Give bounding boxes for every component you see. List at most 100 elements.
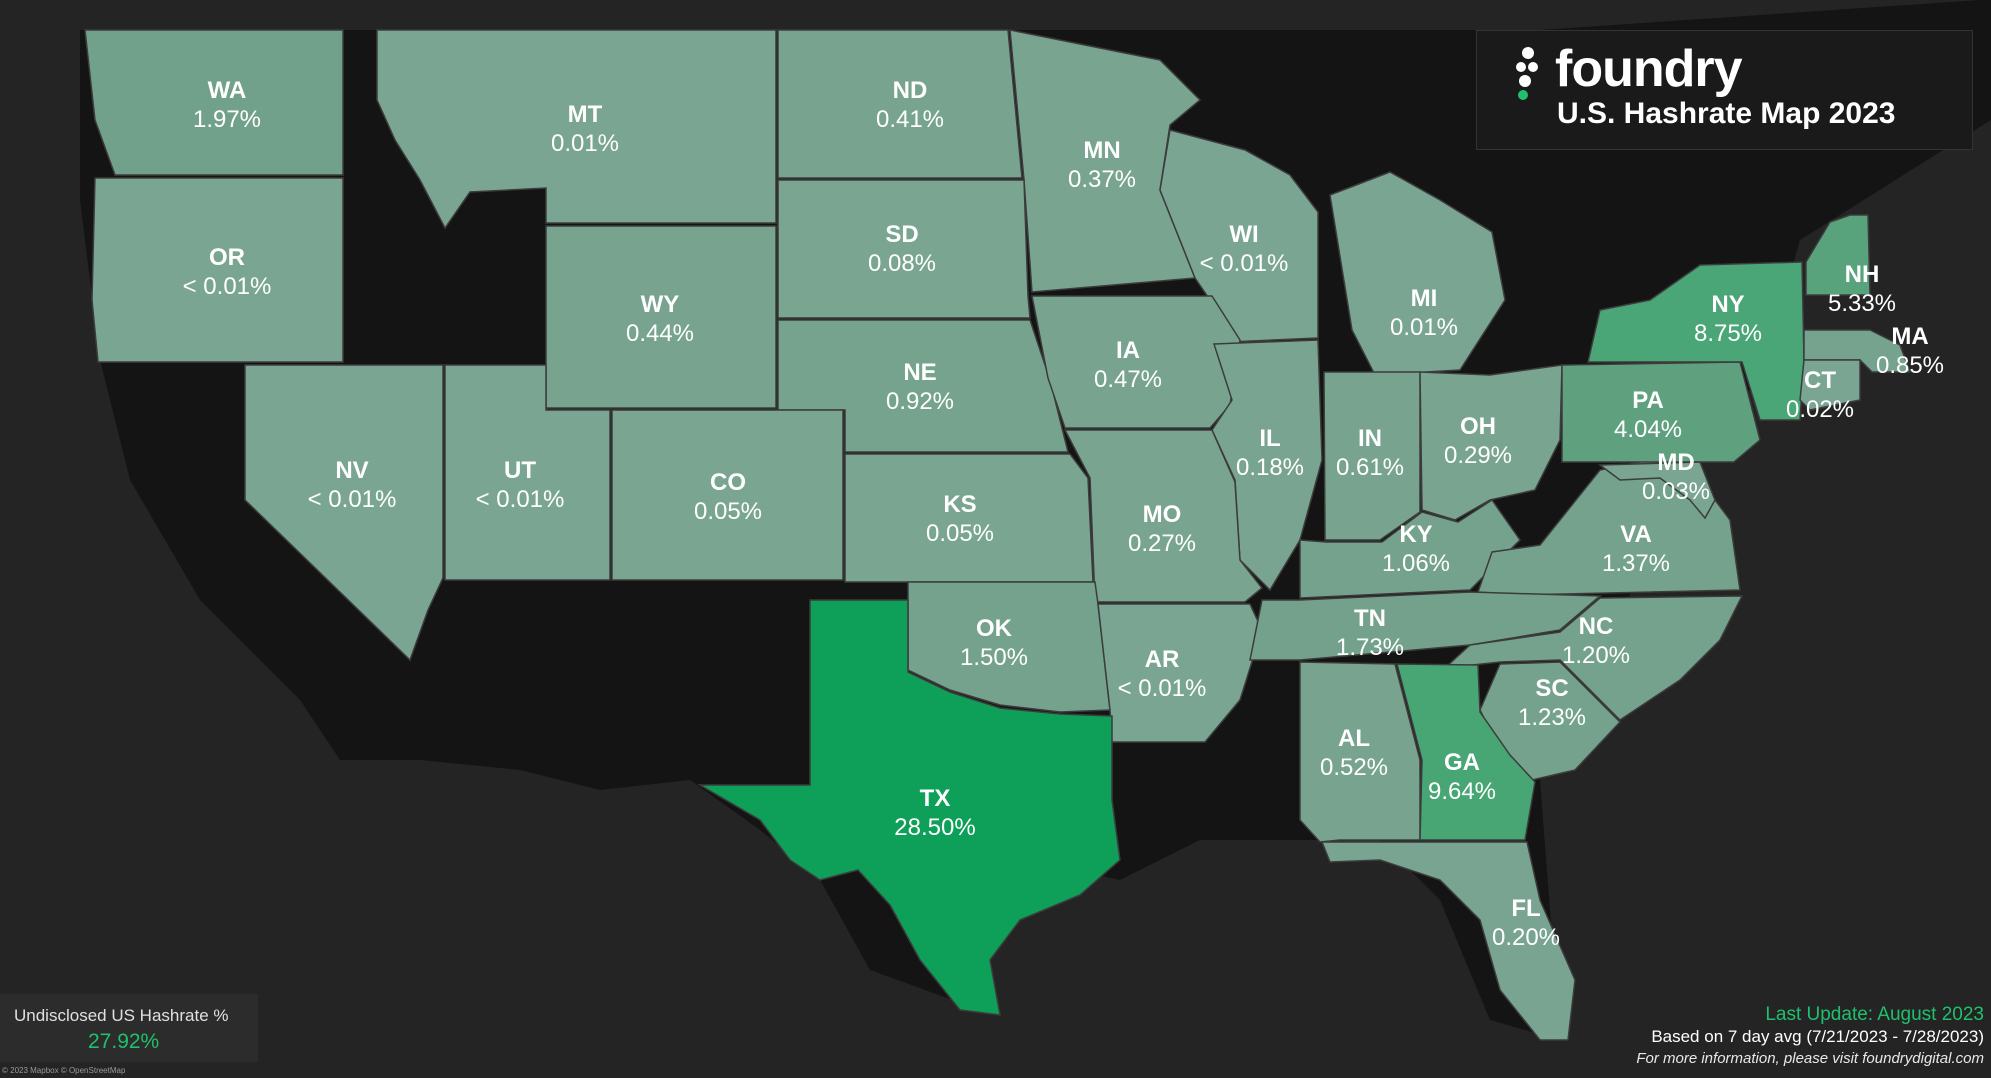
state-wa[interactable] (84, 29, 344, 176)
state-ut[interactable] (444, 364, 611, 581)
state-or[interactable] (91, 177, 344, 363)
state-nh[interactable] (1805, 214, 1871, 296)
state-name-text: UT (504, 457, 536, 484)
state-value-text: < 0.01% (1118, 675, 1207, 702)
state-value-text: 0.29% (1444, 442, 1512, 469)
state-value-text: 0.37% (1068, 166, 1136, 193)
state-ga[interactable] (1396, 663, 1536, 841)
state-name-text: OH (1460, 413, 1496, 440)
label-co: CO0.05% (694, 469, 762, 525)
state-il[interactable] (1211, 339, 1323, 592)
label-nd: ND0.41% (876, 77, 944, 133)
state-value-text: 1.37% (1602, 550, 1670, 577)
state-sd[interactable] (777, 179, 1031, 319)
state-ky[interactable] (1299, 498, 1521, 599)
state-name-text: TN (1354, 605, 1386, 632)
state-name-text: WA (208, 77, 247, 104)
state-name-text: CO (710, 469, 746, 496)
state-fl[interactable] (1320, 841, 1576, 1041)
label-sc: SC1.23% (1518, 675, 1586, 731)
label-va: VA1.37% (1602, 521, 1670, 577)
state-name-text: OK (976, 615, 1013, 642)
state-nc[interactable] (1442, 595, 1744, 721)
state-in[interactable] (1323, 371, 1421, 541)
state-value-text: 1.06% (1382, 550, 1450, 577)
label-tn: TN1.73% (1336, 605, 1404, 661)
label-wi: WI< 0.01% (1200, 221, 1289, 277)
state-value-text: 0.92% (886, 388, 954, 415)
state-value-text: 0.08% (868, 250, 936, 277)
state-tn[interactable] (1249, 591, 1602, 661)
state-ny[interactable] (1587, 261, 1805, 421)
state-name-text: TX (920, 785, 951, 812)
state-value-text: 1.20% (1562, 642, 1630, 669)
state-value-text: 0.05% (926, 520, 994, 547)
state-name-text: SD (885, 221, 918, 248)
state-value-text: 0.01% (551, 130, 619, 157)
state-value-text: 0.41% (876, 106, 944, 133)
state-ks[interactable] (844, 453, 1094, 583)
state-wi[interactable] (1159, 129, 1319, 343)
based-on-note: Based on 7 day avg (7/21/2023 - 7/28/202… (1651, 1027, 1984, 1046)
map-attribution[interactable]: © 2023 Mapbox © OpenStreetMap (2, 1066, 126, 1075)
label-wy: WY0.44% (626, 291, 694, 347)
state-name-text: WY (641, 291, 680, 318)
state-name-text: VA (1620, 521, 1652, 548)
state-name-text: NH (1845, 261, 1880, 288)
state-value-text: 0.61% (1336, 454, 1404, 481)
state-name-text: SC (1535, 675, 1568, 702)
state-value-text: 8.75% (1694, 320, 1762, 347)
label-ma: MA0.85% (1876, 323, 1944, 379)
state-ia[interactable] (1031, 295, 1241, 429)
label-nh: NH5.33% (1828, 261, 1896, 317)
state-value-text: 1.23% (1518, 704, 1586, 731)
state-value-text: 0.47% (1094, 366, 1162, 393)
state-name-text: MD (1657, 449, 1694, 476)
state-oh[interactable] (1419, 364, 1563, 521)
state-value-text: 9.64% (1428, 778, 1496, 805)
state-mo[interactable] (1063, 429, 1264, 603)
state-value-text: 5.33% (1828, 290, 1896, 317)
state-value-text: 0.20% (1492, 924, 1560, 951)
state-name-text: NY (1711, 291, 1744, 318)
state-md[interactable] (1597, 461, 1716, 520)
state-name-text: CT (1804, 367, 1836, 394)
state-value-text: 0.44% (626, 320, 694, 347)
label-ia: IA0.47% (1094, 337, 1162, 393)
label-fl: FL0.20% (1492, 895, 1560, 951)
state-mi[interactable] (1329, 171, 1506, 376)
label-il: IL0.18% (1236, 425, 1304, 481)
state-tx[interactable] (697, 599, 1121, 1016)
state-value-text: 4.04% (1614, 416, 1682, 443)
state-mt[interactable] (376, 29, 777, 230)
state-co[interactable] (611, 409, 844, 581)
state-value-text: 0.01% (1390, 314, 1458, 341)
state-value-text: < 0.01% (1200, 250, 1289, 277)
label-ga: GA9.64% (1428, 749, 1496, 805)
label-wa: WA1.97% (193, 77, 261, 133)
label-nv: NV< 0.01% (308, 457, 397, 513)
label-or: OR< 0.01% (183, 244, 272, 300)
label-ky: KY1.06% (1382, 521, 1450, 577)
state-value-text: 28.50% (894, 814, 975, 841)
state-wy[interactable] (545, 225, 777, 409)
state-ok[interactable] (907, 581, 1111, 713)
map-title: U.S. Hashrate Map 2023 (1557, 97, 1896, 130)
state-value-text: < 0.01% (476, 486, 565, 513)
undisclosed-panel: Undisclosed US Hashrate % 27.92% (0, 994, 258, 1062)
state-nd[interactable] (777, 29, 1023, 179)
undisclosed-label: Undisclosed US Hashrate % (14, 1006, 229, 1025)
state-ct[interactable] (1799, 359, 1861, 411)
state-value-text: < 0.01% (183, 273, 272, 300)
state-labels: WA1.97% OR< 0.01% MT0.01% ND0.41% MN0.37… (183, 77, 1944, 951)
state-name-text: IA (1116, 337, 1140, 364)
state-name-text: MI (1411, 285, 1438, 312)
state-name-text: NC (1579, 613, 1614, 640)
state-nv[interactable] (244, 364, 444, 662)
state-name-text: AL (1338, 725, 1370, 752)
state-al[interactable] (1299, 661, 1421, 843)
state-name-text: PA (1632, 387, 1664, 414)
state-name-text: FL (1511, 895, 1540, 922)
